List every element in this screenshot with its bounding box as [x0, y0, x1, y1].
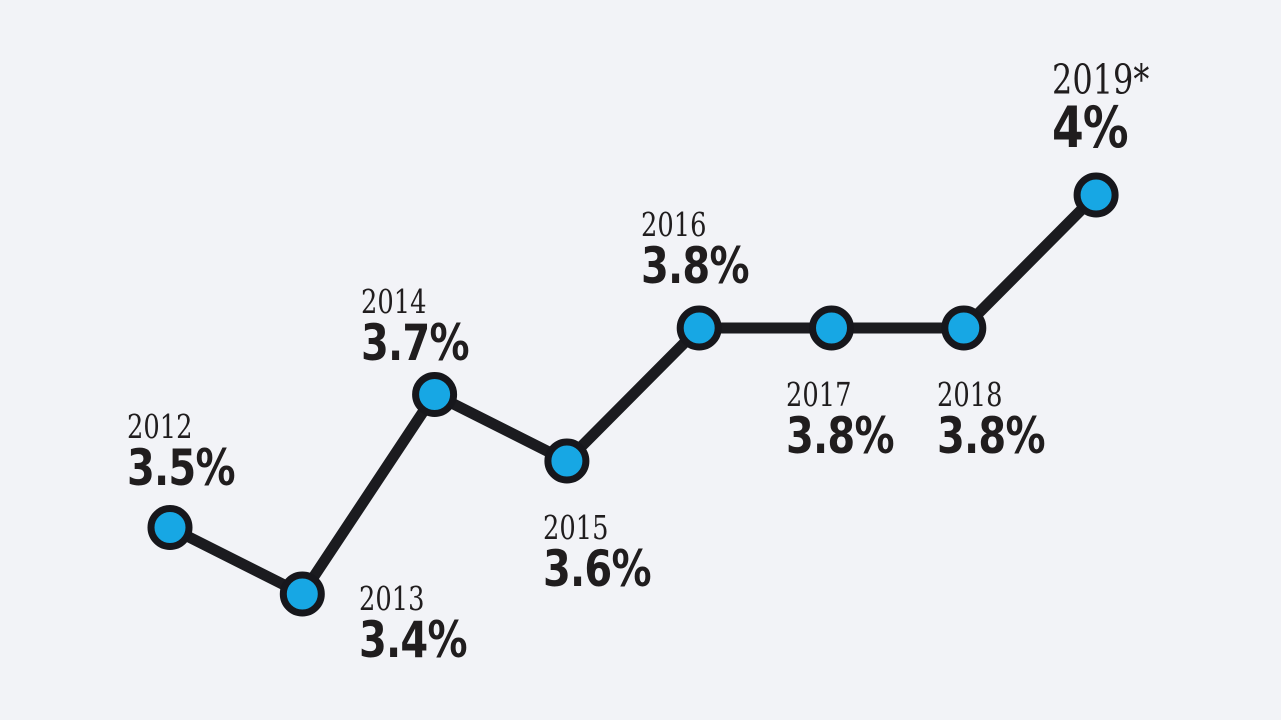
trend-line — [167, 191, 1100, 602]
data-point-2018 — [941, 305, 987, 351]
data-point-2012 — [147, 505, 193, 550]
data-point-2017 — [809, 305, 854, 351]
data-point-2013 — [279, 571, 325, 617]
data-point-2016 — [676, 305, 722, 351]
data-point-2019 — [1073, 172, 1119, 218]
data-point-2014 — [412, 372, 458, 417]
data-point-2015 — [544, 438, 590, 484]
